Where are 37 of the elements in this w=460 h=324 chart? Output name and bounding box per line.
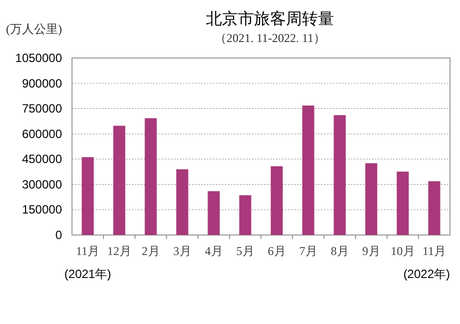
bar — [208, 191, 220, 235]
bar — [428, 181, 440, 235]
x-tick-label: 8月 — [330, 244, 349, 258]
chart-subtitle: （2021. 11-2022. 11） — [214, 31, 326, 45]
text: (2021年) — [64, 267, 112, 281]
y-tick-label: 1050000 — [15, 51, 62, 65]
bar — [396, 172, 409, 235]
y-tick-label: 300000 — [22, 177, 62, 192]
bar — [113, 126, 126, 235]
y-tick-label: 600000 — [22, 126, 62, 141]
bar — [365, 163, 378, 235]
x-tick-label: 12月 — [107, 244, 132, 258]
x-tick-label: 3月 — [173, 244, 192, 258]
y-tick-label: 150000 — [22, 202, 62, 217]
y-tick-label: 750000 — [22, 102, 62, 116]
y-tick-label: 900000 — [22, 76, 62, 90]
bar — [239, 195, 252, 235]
bar — [334, 115, 346, 235]
x-tick-label: 11月 — [76, 244, 100, 258]
bar — [82, 157, 94, 235]
bar — [176, 169, 188, 235]
x-tick-label: 2月 — [142, 244, 160, 258]
x-tick-label: 9月 — [362, 244, 380, 258]
bar — [302, 106, 314, 235]
x-tick-label: 7月 — [299, 244, 318, 258]
x-tick-label: 10月 — [390, 244, 415, 258]
y-tick-label: 0 — [55, 228, 62, 242]
y-tick-label: 450000 — [22, 152, 62, 166]
x-tick-label: 6月 — [268, 244, 286, 258]
bar — [270, 166, 283, 235]
x-tick-label: 4月 — [204, 244, 223, 258]
y-axis-title: (万人公里) — [6, 22, 62, 36]
x-tick-label: 11月 — [422, 244, 446, 258]
chart-title: 北京市旅客周转量 — [206, 10, 334, 28]
bar — [144, 118, 157, 235]
text: (2022年) — [403, 267, 450, 281]
x-tick-label: 5月 — [236, 244, 254, 258]
